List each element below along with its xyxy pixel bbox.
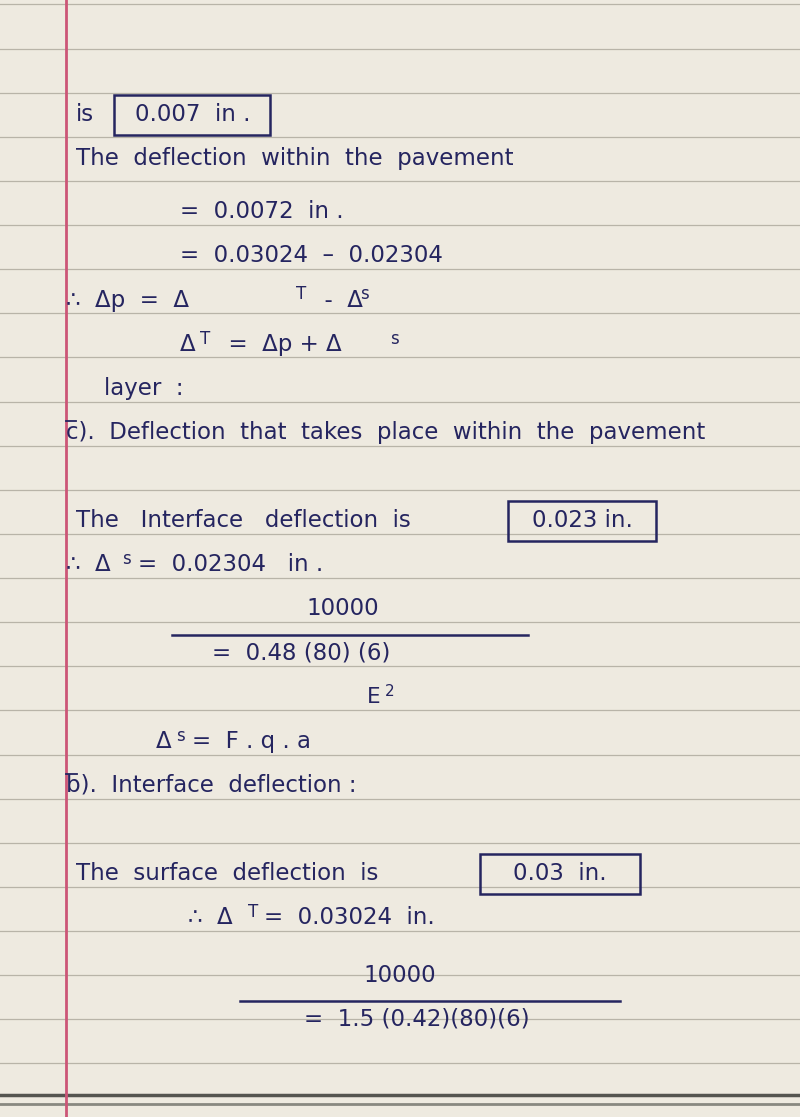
Text: The  surface  deflection  is: The surface deflection is (76, 862, 378, 885)
Text: 2: 2 (385, 684, 394, 699)
Text: 10000: 10000 (364, 964, 436, 986)
Text: =  0.02304   in .: = 0.02304 in . (138, 553, 324, 576)
Text: T: T (248, 904, 258, 922)
Text: =  0.48 (80) (6): = 0.48 (80) (6) (212, 641, 390, 665)
Text: -  Δ: - Δ (310, 288, 363, 312)
Text: The   Interface   deflection  is: The Interface deflection is (76, 509, 410, 532)
Text: b).  Interface  deflection :: b). Interface deflection : (66, 774, 356, 796)
Text: =  0.0072  in .: = 0.0072 in . (180, 200, 344, 223)
Text: The  deflection  within  the  pavement: The deflection within the pavement (76, 147, 514, 171)
Text: T: T (200, 330, 210, 347)
Text: c).  Deflection  that  takes  place  within  the  pavement: c). Deflection that takes place within t… (66, 421, 705, 443)
Text: s: s (390, 330, 398, 347)
Bar (508, 500, 656, 541)
Bar (480, 853, 640, 894)
Text: T: T (296, 286, 306, 304)
Text: Δ: Δ (156, 729, 172, 753)
Text: ∴  Δ: ∴ Δ (188, 906, 233, 929)
Text: =  1.5 (0.42)(80)(6): = 1.5 (0.42)(80)(6) (304, 1008, 530, 1031)
Text: 0.03  in.: 0.03 in. (513, 862, 607, 885)
Text: s: s (360, 286, 369, 304)
Text: =  0.03024  in.: = 0.03024 in. (264, 906, 434, 929)
Text: =  0.03024  –  0.02304: = 0.03024 – 0.02304 (180, 245, 443, 267)
Text: 0.007  in .: 0.007 in . (134, 103, 250, 126)
Text: s: s (122, 551, 131, 569)
Text: =  F . q . a: = F . q . a (192, 729, 311, 753)
Text: layer  :: layer : (104, 376, 183, 400)
Text: =  Δp + Δ: = Δp + Δ (214, 333, 342, 355)
Text: E: E (366, 687, 380, 707)
Text: Δ: Δ (180, 333, 196, 355)
Text: 0.023 in.: 0.023 in. (531, 509, 633, 532)
Text: ∴  Δ: ∴ Δ (66, 553, 110, 576)
Text: ∴  Δp  =  Δ: ∴ Δp = Δ (66, 288, 189, 312)
Text: 10000: 10000 (306, 598, 378, 620)
Text: s: s (176, 727, 185, 745)
Text: is: is (76, 103, 94, 126)
Bar (114, 95, 270, 135)
